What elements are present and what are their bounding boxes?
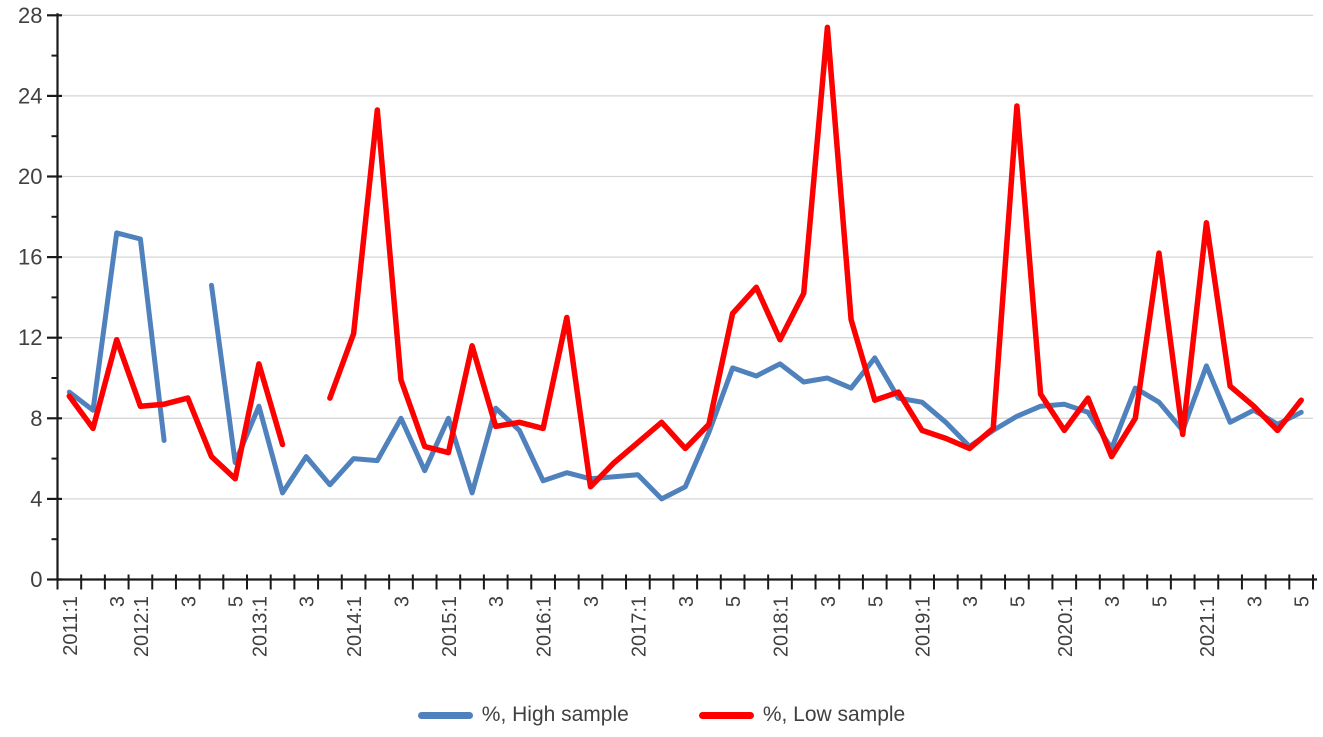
high-sample-legend-label: %, High sample [481,703,629,726]
x-tick-label: 3 [1244,596,1266,607]
x-tick-label: 2015:1 [439,596,461,657]
low-sample-legend-label: %, Low sample [762,703,906,726]
x-tick-label: 3 [676,596,698,607]
x-tick-label: 2018:1 [771,596,793,657]
y-tick-label: 16 [18,245,42,270]
y-tick-label: 0 [30,567,42,592]
x-tick-label: 5 [723,596,745,607]
x-tick-label: 2016:1 [534,596,556,657]
y-tick-label: 28 [18,3,42,28]
x-tick-label: 2014:1 [344,596,366,657]
low-sample-line [66,24,1304,490]
x-tick-label: 5 [1007,596,1029,607]
legend-item-high-sample: %, High sample [417,703,629,727]
y-tick-label: 12 [18,325,42,350]
x-tick-label: 5 [1150,596,1172,607]
x-tick-label: 3 [297,596,319,607]
x-tick-label: 2017:1 [628,596,650,657]
high-sample-line-swatch [417,711,473,719]
x-tick-label: 3 [107,596,129,607]
x-tick-label: 2013:1 [249,596,271,657]
x-tick-label: 2021:1 [1197,596,1219,657]
x-tick-label: 3 [960,596,982,607]
x-tick-label: 3 [581,596,603,607]
x-tick-label: 3 [391,596,413,607]
legend-item-low-sample: %, Low sample [698,703,906,727]
y-tick-label: 24 [18,83,42,108]
x-tick-label: 5 [865,596,887,607]
y-tick-label: 4 [30,486,42,511]
x-tick-label: 3 [1102,596,1124,607]
low-sample-line-swatch [698,711,754,719]
x-tick-label: 2011:1 [60,596,82,656]
x-tick-label: 2012:1 [131,596,153,657]
y-tick-label: 20 [18,164,42,189]
x-tick-label: 2019:1 [913,596,935,657]
legend: %, High sample %, Low sample [0,703,1323,727]
x-tick-label: 3 [818,596,840,607]
x-tick-label: 5 [1292,596,1314,607]
x-tick-label: 5 [226,596,248,607]
x-tick-label: 3 [178,596,200,607]
x-tick-label: 3 [486,596,508,607]
y-tick-label: 8 [30,406,42,431]
high-sample-line [66,230,1304,502]
x-tick-label: 2020:1 [1055,596,1077,657]
